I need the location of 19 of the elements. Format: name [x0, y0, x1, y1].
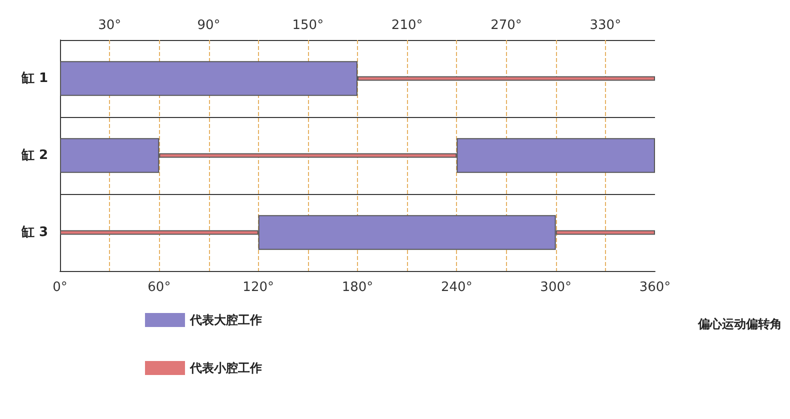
- x2-tick-label: 330°: [590, 18, 622, 33]
- y-tick-label: 缸 2: [20, 148, 48, 163]
- x-axis-title: 偏心运动偏转角: [697, 317, 782, 331]
- legend-label: 代表大腔工作: [189, 313, 262, 327]
- y-tick-label: 缸 1: [20, 71, 48, 86]
- x-tick-label: 120°: [242, 280, 274, 295]
- x-tick-label: 0°: [52, 280, 68, 295]
- x2-tick-label: 30°: [98, 18, 122, 33]
- x-tick-label: 240°: [441, 280, 472, 295]
- x-tick-label: 60°: [148, 280, 171, 295]
- x2-tick-label: 90°: [197, 18, 220, 33]
- x2-tick-label: 150°: [292, 18, 324, 33]
- x2-tick-label: 270°: [490, 18, 522, 33]
- x2-tick-label: 210°: [391, 18, 423, 33]
- x-tick-label: 360°: [639, 280, 671, 295]
- legend-label: 代表小腔工作: [189, 361, 262, 375]
- x-tick-label: 180°: [342, 280, 374, 295]
- x-tick-label: 300°: [540, 280, 572, 295]
- y-tick-label: 缸 3: [20, 225, 48, 240]
